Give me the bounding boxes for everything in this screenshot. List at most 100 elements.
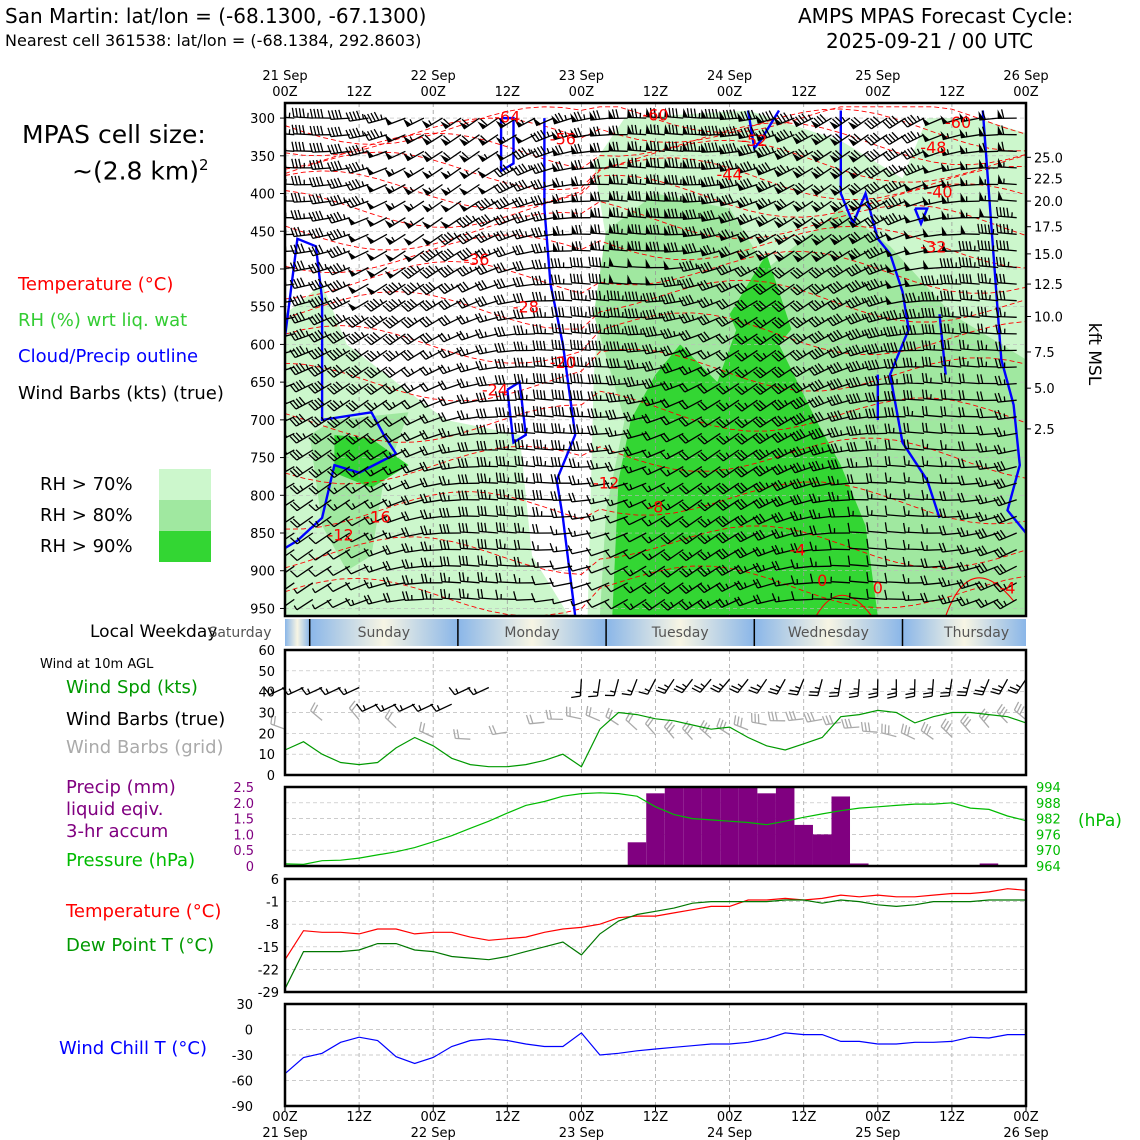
bottom-hour-label: 00Z: [865, 1110, 891, 1125]
wind-barb: [734, 282, 758, 295]
wind-barb: [458, 588, 480, 601]
wind-barb: [532, 405, 554, 418]
wind-barb-flag: [645, 124, 651, 134]
wind-barb: [351, 300, 369, 311]
wind-barb-flag: [421, 221, 431, 229]
wind-barb: [549, 542, 573, 553]
wind-barb: [997, 109, 1017, 120]
temperature-label: -40: [926, 182, 952, 201]
wind-barb: [995, 206, 1017, 219]
wind-barb: [866, 538, 888, 551]
top-date-label: 22 Sep: [411, 69, 456, 84]
wind-barb-flag: [792, 135, 801, 144]
wind-barb-flag: [960, 160, 966, 170]
model-title: AMPS MPAS Forecast Cycle:: [798, 4, 1074, 28]
wind-barb: [608, 207, 628, 219]
wind-barb: [430, 703, 452, 712]
pressure-line: [284, 792, 1027, 866]
wind-barb: [285, 532, 295, 541]
wind-barb: [363, 111, 388, 124]
wind-barb: [993, 495, 1017, 507]
wind-barb: [419, 316, 443, 328]
wind-barb: [794, 113, 814, 128]
wind-barb: [588, 340, 610, 352]
wind-barb: [864, 375, 888, 387]
wind-barb: [757, 110, 777, 124]
wind-barb: [752, 283, 777, 295]
wind-barb: [771, 316, 795, 329]
wind-barb: [939, 274, 962, 285]
wind-barb-flag: [645, 241, 651, 251]
wind-barb: [863, 278, 888, 291]
wind-barb: [664, 157, 684, 169]
wind-barb: [902, 341, 925, 352]
wind-barb: [664, 266, 684, 270]
wind-barb: [884, 555, 906, 567]
wind-barb: [307, 295, 332, 309]
windchill-legend: Wind Chill T (°C): [59, 1038, 207, 1059]
wind-barb-flag: [810, 204, 820, 212]
wind-barb: [382, 560, 406, 571]
wind-barb-flag: [608, 240, 614, 250]
wind-barb: [771, 349, 795, 362]
wind-barb-flag: [959, 128, 966, 138]
wind-barb: [753, 349, 777, 362]
wind-barb: [291, 141, 313, 152]
wind-barb: [351, 250, 369, 260]
wind-barb: [495, 505, 517, 518]
wind-barb: [289, 432, 314, 444]
wind-barb-flag: [608, 109, 614, 119]
wind-barb: [850, 199, 869, 212]
wind-barb: [439, 572, 462, 584]
wind-barb: [776, 217, 795, 229]
wind-barb: [990, 678, 1009, 695]
wind-barb-flag: [921, 164, 930, 174]
wind-barb-flag: [440, 171, 450, 179]
wind-barb: [437, 282, 462, 295]
wind-barb-flag: [847, 219, 857, 228]
wind-barb: [474, 231, 499, 244]
wind-barb: [476, 440, 499, 451]
wind-barb: [771, 300, 795, 313]
wind-barb: [474, 263, 499, 276]
wind-barb: [590, 158, 610, 169]
wind-barb-flag: [940, 131, 948, 140]
pressure-tick-label: 982: [1036, 813, 1061, 828]
wind-barb: [531, 523, 554, 534]
wind-barb-flag: [552, 194, 559, 204]
wind-barb: [457, 490, 480, 501]
wind-barb: [664, 107, 684, 119]
wind-barb: [426, 217, 443, 230]
wind-barb: [456, 378, 480, 389]
wind-tick-label: 20: [258, 727, 275, 742]
wind-barb: [384, 709, 397, 729]
wind-barb: [586, 459, 610, 470]
wind-barb-flag: [810, 187, 820, 196]
wind-barb-flag: [903, 261, 911, 271]
wind-barb: [571, 241, 591, 252]
wind-barb: [993, 512, 1017, 524]
wind-barb: [345, 499, 369, 511]
wind-barb-flag: [810, 154, 820, 162]
wind-barb: [977, 340, 999, 352]
wind-barb: [734, 299, 758, 312]
wind-barb: [826, 313, 851, 327]
wind-barb: [996, 703, 1008, 724]
wind-barb-flag: [627, 124, 633, 134]
wind-barb: [960, 713, 972, 734]
wind-barb: [569, 390, 591, 401]
wind-barb: [790, 542, 814, 553]
wind-barb: [827, 427, 851, 438]
wind-barb: [681, 720, 694, 741]
wind-barb: [902, 556, 925, 567]
wind-barb: [739, 178, 758, 192]
wind-barb: [903, 472, 925, 484]
pressure-tick-label: 970: [1036, 844, 1061, 859]
wind-barb-flag: [884, 248, 893, 257]
wind-barb: [808, 460, 832, 472]
wind-barb: [757, 250, 777, 262]
wind-barb: [919, 592, 943, 603]
wind-barb: [326, 296, 351, 310]
wind-barb: [866, 572, 888, 584]
